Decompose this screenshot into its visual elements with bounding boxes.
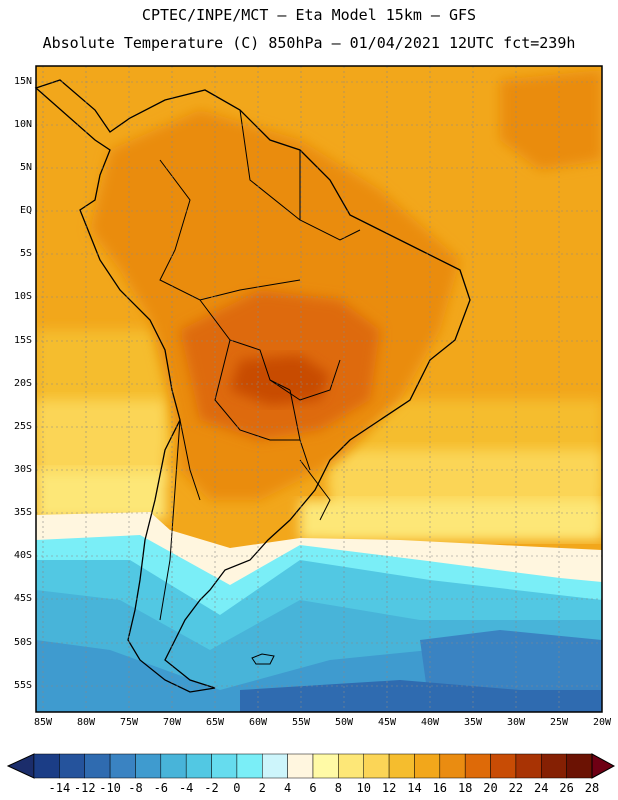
colorbar-arrow-right	[591, 753, 616, 779]
lon-label: 70W	[162, 717, 182, 728]
falkland-islands	[251, 653, 275, 665]
colorbar-swatch	[541, 753, 567, 779]
colorbar-swatch	[338, 753, 364, 779]
lon-label: 45W	[377, 717, 397, 728]
colorbar-label: 28	[584, 781, 600, 795]
lat-label: 40S	[13, 550, 32, 561]
lon-label: 55W	[291, 717, 311, 728]
lat-label: 55S	[13, 680, 32, 691]
lon-label: 80W	[76, 717, 96, 728]
title-line-2: Absolute Temperature (C) 850hPa — 01/04/…	[42, 34, 576, 52]
lat-label: 10S	[13, 291, 32, 302]
colorbar-swatch	[287, 753, 314, 779]
temperature-field	[36, 66, 602, 712]
lat-label: 30S	[13, 464, 32, 475]
colorbar-label: 24	[534, 781, 549, 795]
colorbar-label: 26	[559, 781, 574, 795]
colorbar-arrow-left	[6, 753, 35, 779]
lon-label: 50W	[334, 717, 354, 728]
colorbar-label: 16	[432, 781, 448, 795]
south-america-coastline	[34, 79, 471, 693]
lat-label: 5N	[19, 162, 32, 173]
colorbar-label: 14	[407, 781, 422, 795]
colorbar-swatch	[464, 753, 491, 779]
colorbar-label: 0	[233, 781, 241, 795]
colorbar	[6, 753, 616, 779]
lat-label: 25S	[13, 421, 32, 432]
colorbar-label: -8	[128, 781, 143, 795]
lon-label: 20W	[592, 717, 612, 728]
colorbar-swatch	[566, 753, 593, 779]
colorbar-swatch	[388, 753, 415, 779]
lon-label: 35W	[463, 717, 483, 728]
colorbar-label: 6	[309, 781, 317, 795]
colorbar-label: 2	[258, 781, 266, 795]
colorbar-swatch	[414, 753, 441, 779]
colorbar-swatch	[363, 753, 390, 779]
lon-label: 25W	[549, 717, 569, 728]
colorbar-swatch	[160, 753, 187, 779]
lon-label: 85W	[33, 717, 53, 728]
colorbar-label: -6	[153, 781, 169, 795]
colorbar-swatch	[84, 753, 111, 779]
colorbar-swatch	[236, 753, 263, 779]
colorbar-label: 22	[508, 781, 524, 795]
lon-label: 60W	[248, 717, 268, 728]
map-border	[35, 65, 603, 713]
colorbar-swatch	[490, 753, 517, 779]
colorbar-swatch	[33, 753, 60, 779]
lat-label: 15N	[13, 76, 32, 87]
colorbar-swatch	[109, 753, 136, 779]
colorbar-label: -12	[73, 781, 96, 795]
lat-label: 50S	[13, 637, 32, 648]
colorbar-label: 8	[334, 781, 342, 795]
title-line-1: CPTEC/INPE/MCT — Eta Model 15km — GFS	[141, 6, 477, 24]
colorbar-swatch	[262, 753, 288, 779]
lon-label: 30W	[506, 717, 526, 728]
country-borders	[159, 109, 361, 621]
lat-label: 15S	[13, 335, 32, 346]
colorbar-label: -2	[204, 781, 219, 795]
lon-label: 40W	[420, 717, 440, 728]
colorbar-label: 4	[284, 781, 292, 795]
lat-label: 20S	[13, 378, 32, 389]
graticule	[36, 66, 603, 712]
colorbar-swatch	[515, 753, 542, 779]
lon-label: 65W	[205, 717, 225, 728]
colorbar-swatch	[185, 753, 212, 779]
colorbar-label: 12	[381, 781, 397, 795]
colorbar-swatch	[59, 753, 85, 779]
lat-label: EQ	[19, 205, 32, 216]
colorbar-swatch	[439, 753, 466, 779]
colorbar-swatch	[135, 753, 162, 779]
lat-label: 45S	[13, 593, 32, 604]
colorbar-swatch	[312, 753, 339, 779]
lon-label: 75W	[119, 717, 139, 728]
colorbar-label: -10	[99, 781, 121, 795]
colorbar-label: -4	[178, 781, 194, 795]
lat-label: 35S	[13, 507, 32, 518]
colorbar-label: 18	[457, 781, 473, 795]
colorbar-label: 20	[483, 781, 498, 795]
colorbar-swatch	[211, 753, 238, 779]
colorbar-label: -14	[48, 781, 71, 795]
colorbar-label: 10	[356, 781, 371, 795]
lat-label: 10N	[13, 119, 32, 130]
lat-label: 5S	[19, 248, 32, 259]
